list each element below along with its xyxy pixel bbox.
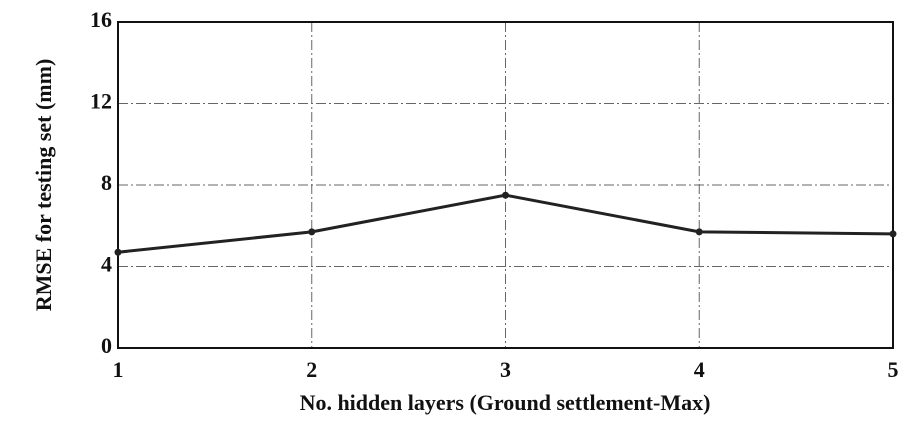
data-point [308, 228, 316, 236]
y-tick-label: 0 [101, 333, 112, 358]
data-point [502, 191, 509, 199]
y-axis-title: RMSE for testing set (mm) [31, 59, 56, 312]
x-tick-label: 3 [500, 357, 511, 382]
plot-frame [117, 21, 894, 349]
y-tick-label: 4 [101, 252, 112, 277]
data-point [695, 228, 703, 236]
y-tick-label: 8 [101, 170, 112, 195]
x-tick-label: 1 [113, 357, 124, 382]
x-tick-label: 4 [694, 357, 705, 382]
x-tick-label: 2 [306, 357, 317, 382]
x-axis-title: No. hidden layers (Ground settlement-Max… [300, 390, 711, 415]
data-point [889, 230, 897, 238]
data-point [114, 248, 122, 256]
y-tick-label: 12 [90, 89, 112, 114]
x-tick-label: 5 [888, 357, 899, 382]
y-tick-label: 16 [90, 7, 112, 32]
